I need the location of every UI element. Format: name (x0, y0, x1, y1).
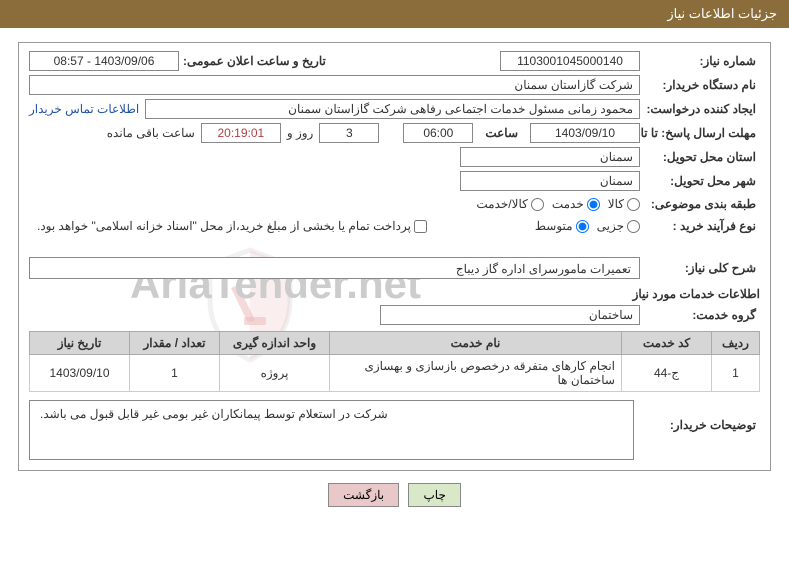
service-group-label: گروه خدمت: (640, 306, 760, 324)
deadline-label: مهلت ارسال پاسخ: تا تاریخ: (640, 124, 760, 142)
overall-desc-label: شرح کلی نیاز: (640, 259, 760, 277)
countdown: 20:19:01 (201, 123, 281, 143)
th-qty: تعداد / مقدار (130, 332, 220, 355)
delivery-city: سمنان (460, 171, 640, 191)
buyer-org-label: نام دستگاه خریدار: (640, 76, 760, 94)
deadline-time: 06:00 (403, 123, 473, 143)
service-group: ساختمان (380, 305, 640, 325)
th-name: نام خدمت (330, 332, 622, 355)
pt-medium-radio[interactable] (576, 220, 589, 233)
print-button[interactable]: چاپ (408, 483, 460, 507)
services-table: ردیف کد خدمت نام خدمت واحد اندازه گیری ت… (29, 331, 760, 392)
cell-name: انجام کارهای متفرقه درخصوص بازسازی و بهس… (330, 355, 622, 392)
remaining-suffix: ساعت باقی مانده (107, 126, 195, 140)
page-header: جزئیات اطلاعات نیاز (0, 0, 789, 28)
category-label: طبقه بندی موضوعی: (640, 195, 760, 213)
time-label: ساعت (481, 124, 522, 142)
deadline-date: 1403/09/10 (530, 123, 640, 143)
th-unit: واحد اندازه گیری (220, 332, 330, 355)
category-goods-radio[interactable] (627, 198, 640, 211)
announce-label: تاریخ و ساعت اعلان عمومی: (179, 52, 330, 70)
cell-date: 1403/09/10 (30, 355, 130, 392)
pt-minor-radio[interactable] (627, 220, 640, 233)
category-service[interactable]: خدمت (552, 197, 600, 211)
category-goods[interactable]: کالا (608, 197, 640, 211)
th-row: ردیف (712, 332, 760, 355)
page-title: جزئیات اطلاعات نیاز (667, 6, 777, 21)
payment-note-check[interactable]: پرداخت تمام یا بخشی از مبلغ خرید،از محل … (37, 219, 427, 233)
table-row: 1 ج-44 انجام کارهای متفرقه درخصوص بازساز… (30, 355, 760, 392)
announce-value: 1403/09/06 - 08:57 (29, 51, 179, 71)
requester-label: ایجاد کننده درخواست: (640, 100, 760, 118)
category-both-radio[interactable] (531, 198, 544, 211)
overall-desc: تعمیرات مامورسرای اداره گاز دیباج (456, 262, 631, 276)
cell-code: ج-44 (622, 355, 712, 392)
button-row: چاپ بازگشت (0, 483, 789, 507)
payment-checkbox[interactable] (414, 220, 427, 233)
requester-value: محمود زمانی مسئول خدمات اجتماعی رفاهی شر… (145, 99, 640, 119)
services-info-label: اطلاعات خدمات مورد نیاز (29, 287, 760, 301)
days-count: 3 (319, 123, 379, 143)
cell-row: 1 (712, 355, 760, 392)
buyer-notes-box: شرکت در استعلام توسط پیمانکاران غیر بومی… (29, 400, 634, 460)
category-both[interactable]: کالا/خدمت (476, 197, 543, 211)
cell-qty: 1 (130, 355, 220, 392)
main-panel: شماره نیاز: 1103001045000140 تاریخ و ساع… (18, 42, 771, 471)
back-button[interactable]: بازگشت (328, 483, 399, 507)
th-date: تاریخ نیاز (30, 332, 130, 355)
purchase-type-label: نوع فرآیند خرید : (640, 217, 760, 235)
pt-minor[interactable]: جزیی (597, 219, 640, 233)
pt-medium[interactable]: متوسط (535, 219, 589, 233)
buyer-notes-label: توضیحات خریدار: (640, 400, 760, 434)
buyer-contact-link[interactable]: اطلاعات تماس خریدار (29, 102, 139, 116)
cell-unit: پروژه (220, 355, 330, 392)
buyer-notes: شرکت در استعلام توسط پیمانکاران غیر بومی… (40, 407, 388, 421)
buyer-org-value: شرکت گازاستان سمنان (29, 75, 640, 95)
request-no-value: 1103001045000140 (500, 51, 640, 71)
days-suffix: روز و (287, 126, 314, 140)
request-no-label: شماره نیاز: (640, 52, 760, 70)
category-service-radio[interactable] (587, 198, 600, 211)
overall-desc-box: تعمیرات مامورسرای اداره گاز دیباج (29, 257, 640, 279)
delivery-province: سمنان (460, 147, 640, 167)
th-code: کد خدمت (622, 332, 712, 355)
delivery-city-label: شهر محل تحویل: (640, 172, 760, 190)
delivery-province-label: استان محل تحویل: (640, 148, 760, 166)
